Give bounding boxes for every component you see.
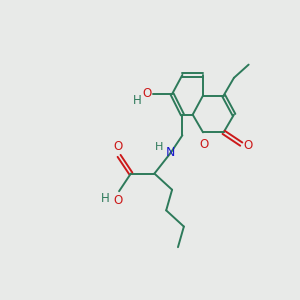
Text: H: H [155,142,164,152]
Text: O: O [200,138,209,151]
Text: O: O [113,194,122,207]
Text: N: N [166,146,175,159]
Text: H: H [100,192,109,205]
Text: O: O [113,140,122,153]
Text: H: H [133,94,142,107]
Text: O: O [142,87,152,100]
Text: O: O [244,139,253,152]
